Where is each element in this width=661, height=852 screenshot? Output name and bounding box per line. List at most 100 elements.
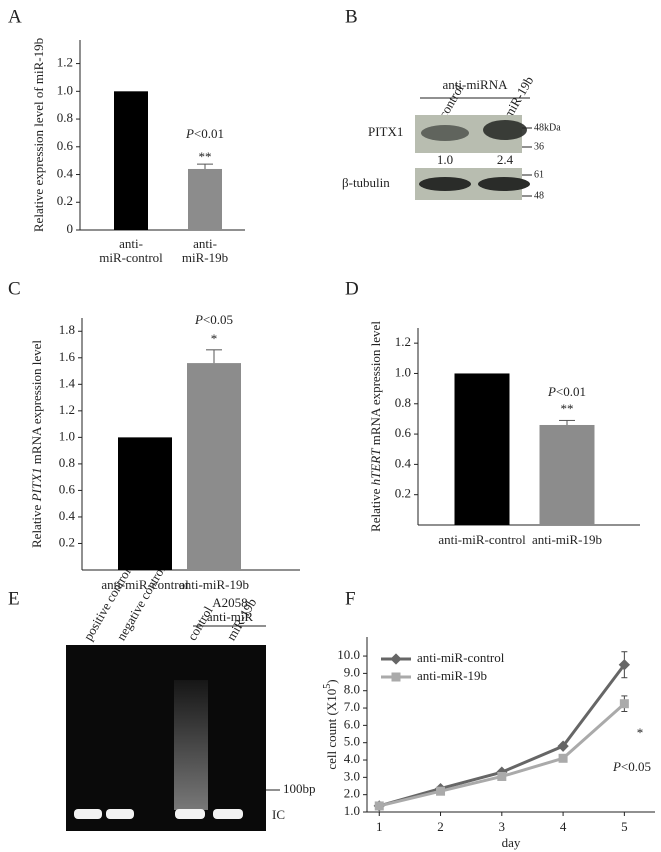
y-axis-label-part: Relative [29,501,44,548]
x-tick-label: 5 [621,819,628,834]
annotation-part: <0.01 [556,384,586,399]
x-tick-label: anti-miR-19b [532,532,602,547]
band [175,809,205,819]
y-axis-label-part: mRNA expression level [368,321,383,449]
significance: * [637,725,644,740]
significance: ** [561,401,574,416]
blot-panel: B anti-miRNA control miR-19b PITX1 β-tub… [342,6,561,201]
marker [618,659,631,671]
band [213,809,243,819]
x-tick-label: 3 [499,819,506,834]
band [106,809,134,819]
bar [454,373,510,525]
marker [391,672,401,682]
y-tick-label: 0.2 [57,193,73,208]
annotation-part: P [547,384,556,399]
marker [374,801,384,811]
y-tick-label: 10.0 [337,647,360,662]
size-marker: 48 [534,190,544,201]
y-tick-label: 0.4 [59,508,76,523]
y-tick-label: 1.4 [59,375,76,390]
panel-label: C [8,278,21,299]
y-tick-label: 8.0 [344,682,360,697]
y-tick-label: 1.0 [57,82,73,97]
size-marker: 100bp [283,781,316,796]
y-axis-label: Relative PITX1 mRNA expression level [29,340,44,548]
y-tick-label: 1.2 [59,402,75,417]
marker [557,740,569,752]
y-axis-label-part: ) [324,679,339,683]
y-tick-label: 5.0 [344,734,360,749]
y-tick-label: 2.0 [344,786,360,801]
annotation-part: <0.05 [621,759,651,774]
x-tick-label: anti- [193,236,217,251]
group-label: anti-miR [207,609,254,624]
marker [390,653,402,665]
x-tick-label: 1 [376,819,383,834]
x-tick-label: anti- [119,236,143,251]
row-label: β-tubulin [342,175,390,190]
marker [436,786,446,796]
band [478,177,530,191]
group-label: A2058 [212,595,247,610]
y-tick-label: 0.8 [57,110,73,125]
x-tick-label: miR-19b [182,250,228,265]
y-axis-label-part: cell count (X10 [324,689,339,770]
y-tick-label: 1.2 [395,334,411,349]
legend-label: anti-miR-19b [417,668,487,683]
x-tick-label: anti-miR-control [101,577,189,592]
bar [187,363,241,570]
size-marker: 36 [534,141,544,152]
size-marker: 61 [534,169,544,180]
bar [188,168,222,230]
y-tick-label: 1.8 [59,322,75,337]
y-tick-label: 0.8 [59,455,75,470]
panel-label: F [345,588,356,609]
row-label: PITX1 [368,124,403,139]
y-tick-label: 0 [67,221,74,236]
annotation-part: <0.05 [203,312,233,327]
y-tick-label: 0.6 [395,425,412,440]
error-bar [206,349,222,364]
band [421,125,469,141]
marker [497,771,507,781]
y-axis-label-part: 5 [322,684,333,689]
y-tick-label: 3.0 [344,768,360,783]
y-axis-label-part: Relative [368,485,383,532]
marker [558,753,568,763]
size-marker: 48kDa [534,122,561,133]
annotation: P<0.01 [185,126,224,141]
panel-label: E [8,588,20,609]
legend-label: anti-miR-control [417,650,505,665]
series-line [378,702,626,808]
bar [114,91,148,230]
x-axis-label: day [502,835,521,850]
band-label: IC [272,807,285,822]
annotation-part: <0.01 [194,126,224,141]
y-tick-label: 1.0 [344,803,360,818]
annotation: P<0.05 [612,759,651,774]
y-tick-label: 1.6 [59,349,76,364]
bar [539,424,595,525]
gel-image [66,645,266,831]
annotation: P<0.05 [194,312,233,327]
error-bar [197,163,213,169]
panel-label: D [345,278,359,299]
smear [174,680,208,810]
band [483,120,527,140]
band [74,809,102,819]
y-tick-label: 0.6 [59,481,76,496]
y-tick-label: 0.8 [395,395,411,410]
y-tick-label: 1.0 [59,428,75,443]
y-tick-label: 0.6 [57,138,74,153]
x-tick-label: 4 [560,819,567,834]
marker [619,699,629,709]
y-axis-label: cell count (X105) [322,679,339,769]
quantification: 2.4 [497,152,514,167]
y-tick-label: 6.0 [344,716,360,731]
y-tick-label: 1.2 [57,55,73,70]
x-tick-label: anti-miR-19b [179,577,249,592]
y-tick-label: 7.0 [344,699,360,714]
y-tick-label: 0.2 [59,534,75,549]
